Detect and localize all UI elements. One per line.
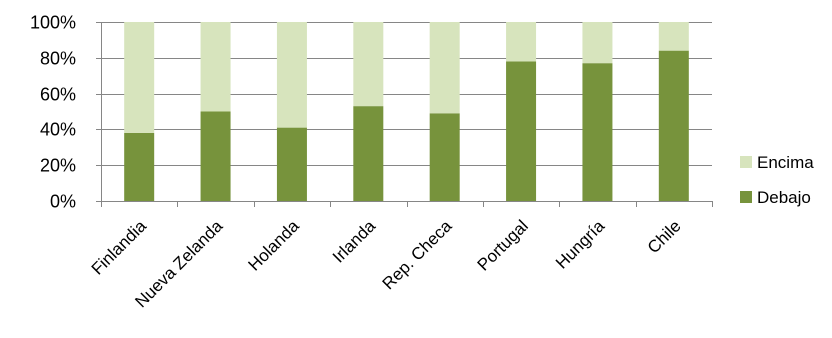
x-tick-label: Rep. Checa	[379, 216, 456, 293]
bar-encima	[353, 22, 384, 107]
y-tick-label: 100%	[30, 13, 76, 33]
bar-debajo	[658, 50, 689, 201]
legend-label-encima: Encima	[757, 153, 814, 172]
bar-debajo	[429, 113, 460, 201]
bar-debajo	[124, 132, 155, 201]
y-tick-labels: 0% 20% 40% 60% 80% 100%	[30, 13, 76, 212]
y-tick-label: 40%	[40, 120, 76, 140]
bar-encima	[506, 22, 537, 62]
y-tick-label: 20%	[40, 156, 76, 176]
legend-swatch-debajo	[740, 191, 752, 203]
bar-debajo	[506, 61, 537, 201]
x-tick-label: Finlandia	[88, 216, 151, 279]
x-tick-label: Portugal	[474, 216, 532, 274]
axes	[96, 22, 713, 207]
bar-debajo	[200, 111, 231, 201]
x-tick-label: Irlanda	[329, 216, 380, 267]
bar-debajo	[353, 106, 384, 201]
x-tick-label: Holanda	[245, 216, 304, 275]
bar-encima	[658, 22, 689, 51]
legend: Encima Debajo	[740, 153, 814, 207]
gridlines	[96, 22, 712, 166]
bar-encima	[429, 22, 460, 114]
y-tick-label: 80%	[40, 49, 76, 69]
y-tick-label: 0%	[50, 192, 76, 212]
bar-encima	[582, 22, 613, 64]
y-tick-label: 60%	[40, 85, 76, 105]
bar-debajo	[276, 127, 307, 201]
bar-encima	[124, 22, 155, 133]
legend-swatch-encima	[740, 156, 752, 168]
x-tick-label: Hungría	[552, 216, 609, 273]
bar-debajo	[582, 63, 613, 201]
x-tick-label: Chile	[644, 216, 685, 257]
bars	[124, 22, 689, 201]
legend-label-debajo: Debajo	[757, 188, 811, 207]
bar-encima	[200, 22, 231, 112]
bar-encima	[276, 22, 307, 128]
